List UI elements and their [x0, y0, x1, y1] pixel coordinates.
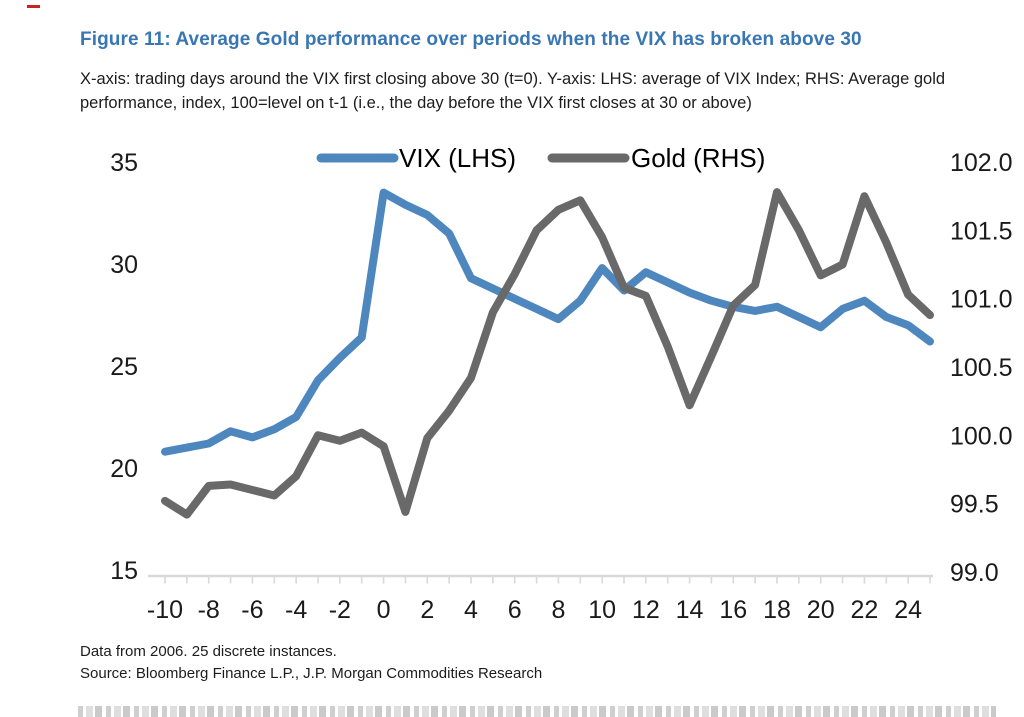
footnote-data-note: Data from 2006. 25 discrete instances.	[80, 643, 337, 660]
x-tick-label: -6	[241, 596, 263, 624]
x-tick-label: 22	[851, 596, 879, 624]
x-tick-label: 8	[551, 596, 565, 624]
left-axis-tick-label: 20	[110, 455, 138, 483]
figure-subtitle: X-axis: trading days around the VIX firs…	[80, 68, 1020, 115]
legend-label-gold: Gold (RHS)	[631, 143, 765, 173]
x-tick-label: 2	[420, 596, 434, 624]
line-chart: -10 -8 -6 -4 -2 0 2 4 6 8 10 12 14 16 18 20 22 24 15 20 25 30…	[0, 140, 1024, 640]
x-tick-label: 4	[464, 596, 478, 624]
x-tick-label: -8	[198, 596, 220, 624]
figure-title: Figure 11: Average Gold performance over…	[80, 29, 862, 50]
chart-canvas: -10 -8 -6 -4 -2 0 2 4 6 8 10 12 14 16 18 20 22 2415202530…	[110, 143, 1013, 624]
x-tick-label: 14	[676, 596, 704, 624]
right-axis-tick-label: 99.0	[950, 559, 999, 587]
x-tick-label: 24	[894, 596, 922, 624]
x-tick-label: 12	[632, 596, 660, 624]
x-tick-label: 10	[588, 596, 616, 624]
left-axis-tick-label: 25	[110, 353, 138, 381]
x-tick-label: 0	[377, 596, 391, 624]
figure-subtitle-line-1: X-axis: trading days around the VIX firs…	[80, 70, 946, 88]
footnote-source: Source: Bloomberg Finance L.P., J.P. Mor…	[80, 665, 543, 682]
gold-line-series	[161, 188, 934, 519]
cut-off-text-line	[78, 706, 996, 717]
right-axis-tick-label: 101.0	[950, 286, 1013, 314]
right-axis-tick-label: 102.0	[950, 149, 1013, 177]
x-tick-label: -10	[147, 596, 183, 624]
x-tick-label: -4	[285, 596, 307, 624]
right-axis-tick-label: 100.0	[950, 422, 1013, 450]
left-axis-tick-label: 30	[110, 251, 138, 279]
right-axis-tick-label: 100.5	[950, 354, 1013, 382]
x-tick-label: 18	[763, 596, 791, 624]
vix-line-series	[161, 188, 934, 456]
figure-footnotes: Data from 2006. 25 discrete instances. S…	[80, 641, 980, 685]
left-axis-tick-label: 35	[110, 149, 138, 177]
left-axis-tick-label: 15	[110, 557, 138, 585]
figure-subtitle-line-2: performance, index, 100=level on t-1 (i.…	[80, 93, 752, 112]
red-dash-marker	[27, 5, 40, 8]
legend-label-vix: VIX (LHS)	[399, 143, 516, 173]
x-tick-label: -2	[329, 596, 351, 624]
right-axis-tick-label: 99.5	[950, 491, 999, 519]
right-axis-tick-label: 101.5	[950, 217, 1013, 245]
x-tick-label: 20	[807, 596, 835, 624]
x-tick-label: 16	[719, 596, 747, 624]
x-tick-label: 6	[508, 596, 522, 624]
